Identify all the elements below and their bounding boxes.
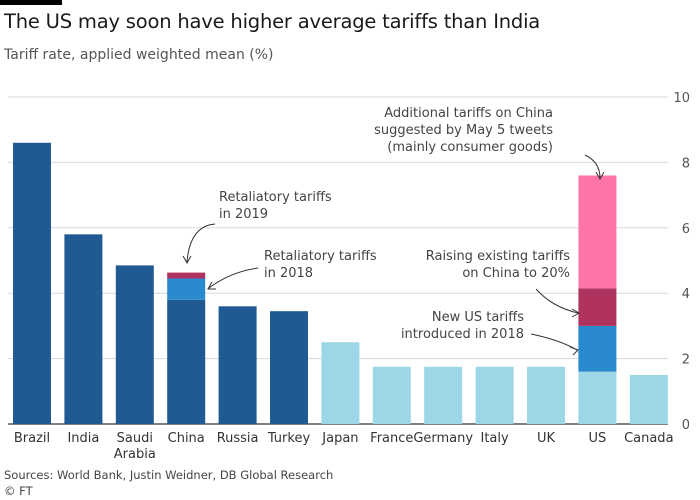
x-tick-label: France (370, 431, 413, 446)
annotation-arrowhead (569, 346, 579, 356)
x-tick-label: Japan (321, 431, 358, 446)
bar-segment-retaliatory-2018 (167, 278, 206, 300)
y-tick-label: 6 (682, 222, 690, 237)
x-tick-label: Canada (624, 431, 673, 446)
bar-segment-us-additional (578, 175, 617, 289)
annotation-arrowhead (595, 171, 605, 181)
bar-canada (629, 374, 668, 424)
x-tick-label: India (67, 431, 99, 446)
annotation-label: Retaliatory tariffs in 2019 (219, 190, 332, 222)
x-tick-label: Saudi Arabia (114, 431, 156, 462)
bar-segment-us-raising (578, 288, 617, 326)
bar-brazil (13, 142, 51, 424)
bar-india (64, 234, 103, 424)
bar-uk (527, 366, 565, 424)
annotation-arrow (186, 223, 216, 263)
x-tick-label: US (589, 431, 607, 446)
y-tick-label: 10 (673, 91, 690, 106)
bar-us (578, 371, 617, 424)
annotation-arrow (535, 288, 579, 314)
ft-credit: © FT (4, 484, 33, 498)
annotation-label: Raising existing tariffs on China to 20% (426, 249, 570, 281)
annotation-label: Retaliatory tariffs in 2018 (264, 249, 377, 281)
annotation-arrow (208, 267, 259, 289)
bar-saudi-arabia (115, 265, 154, 424)
y-tick-label: 0 (682, 418, 690, 433)
bar-chart: 0 2 4 6 8 10 Brazil India Saudi Arabia China Russi… (8, 91, 690, 462)
y-tick-label: 2 (682, 353, 690, 368)
bar-segment-retaliatory-2019 (167, 272, 206, 279)
annotation-arrowhead (571, 308, 581, 318)
y-tick-label: 4 (682, 287, 690, 302)
x-tick-label: Germany (413, 431, 473, 446)
bar-italy (475, 366, 514, 424)
x-tick-label: Turkey (267, 431, 311, 446)
annotation-arrowhead (207, 281, 216, 290)
x-tick-label: Italy (480, 431, 509, 446)
chart-title: The US may soon have higher average tari… (4, 10, 541, 33)
bar-japan (321, 342, 360, 424)
bar-germany (424, 366, 463, 424)
y-tick-label: 8 (682, 156, 690, 171)
x-tick-label: Russia (217, 431, 259, 446)
x-tick-label: UK (537, 431, 556, 446)
bar-turkey (270, 311, 308, 424)
bar-china (167, 299, 206, 424)
bar-france (372, 366, 411, 424)
source-note: Sources: World Bank, Justin Weidner, DB … (4, 468, 334, 482)
chart-subtitle: Tariff rate, applied weighted mean (%) (4, 47, 274, 63)
x-tick-label: Brazil (14, 431, 50, 446)
annotation-arrowhead (182, 255, 192, 265)
annotation-label: Additional tariffs on China suggested by … (374, 106, 553, 155)
bar-russia (218, 306, 257, 424)
annotation-arrow (584, 154, 601, 179)
x-tick-label: China (168, 431, 205, 446)
annotation-arrow (530, 333, 578, 351)
bar-segment-us-new-2018 (578, 325, 617, 372)
ft-top-rule (0, 0, 62, 5)
annotation-label: New US tariffs introduced in 2018 (401, 310, 524, 342)
